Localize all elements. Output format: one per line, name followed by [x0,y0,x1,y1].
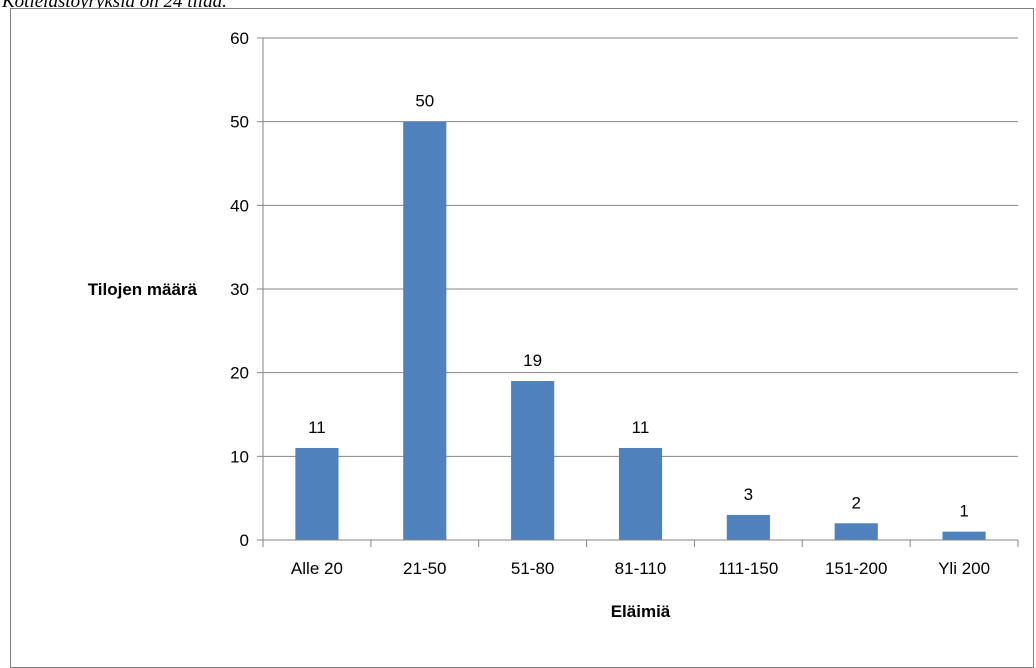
x-tick-label: 81-110 [615,559,667,578]
y-axis-title: Tilojen määrä [88,280,198,299]
data-label: 11 [632,418,650,437]
y-tick-label: 20 [230,364,249,383]
y-tick-label: 10 [230,447,249,466]
bar [942,531,986,540]
x-tick-label: Alle 20 [291,559,343,578]
bar [403,121,447,541]
y-tick-label: 40 [230,196,249,215]
y-tick-label: 60 [230,29,249,48]
data-label: 11 [308,418,326,437]
x-axis-title: Eläimiä [611,602,671,621]
x-tick-label: 21-50 [403,559,446,578]
x-tick-label: 51-80 [511,559,554,578]
bar [618,447,663,540]
bar [295,447,339,540]
chart-frame [10,8,1034,668]
x-tick-label: Yli 200 [938,559,990,578]
bar [834,523,878,540]
data-label: 1 [959,502,968,521]
axes [257,37,1019,547]
gridlines [263,37,1018,457]
bar [726,514,770,540]
x-tick-label: 111-150 [718,559,778,578]
y-tick-label: 0 [240,531,249,550]
labels: 0 10 20 30 40 50 60 11 Alle 20 50 21-50 19 51-80 11 81… [230,29,990,578]
bar [511,381,555,540]
x-tick-label: 151-200 [825,559,887,578]
data-label: 19 [523,351,542,370]
data-label: 3 [744,485,753,504]
data-label: 50 [415,92,434,111]
bars [295,121,986,541]
y-tick-label: 50 [230,113,249,132]
data-label: 2 [851,493,860,512]
y-tick-label: 30 [230,280,249,299]
